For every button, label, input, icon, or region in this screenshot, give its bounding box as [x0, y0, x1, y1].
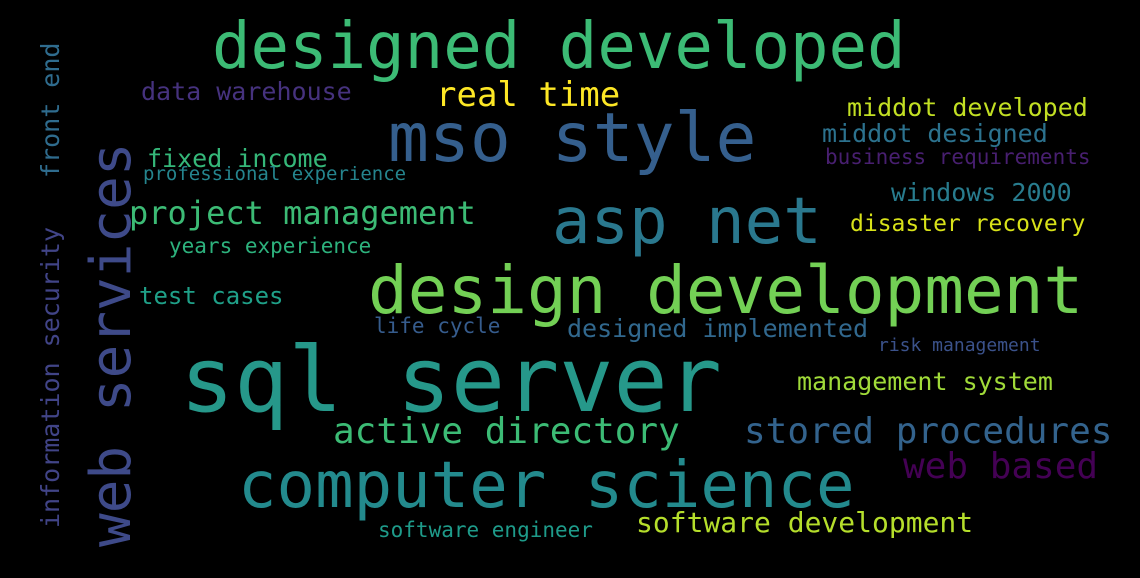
word-project-management: project management	[129, 194, 476, 232]
word-business-requirements: business requirements	[825, 145, 1091, 169]
word-designed-developed: designed developed	[212, 10, 906, 84]
word-stored-procedures: stored procedures	[744, 411, 1113, 452]
word-middot-designed: middot designed	[822, 119, 1048, 148]
word-middot-developed: middot developed	[847, 93, 1088, 122]
word-years-experience: years experience	[169, 234, 372, 258]
word-front-end: front end	[36, 42, 65, 178]
word-professional-experience: professional experience	[143, 163, 407, 185]
word-fixed-income: fixed income	[147, 144, 328, 173]
word-design-development: design development	[368, 252, 1084, 329]
word-active-directory: active directory	[333, 411, 680, 452]
word-computer-science: computer science	[238, 449, 855, 523]
word-asp-net: asp net	[552, 185, 822, 259]
word-designed-implemented: designed implemented	[567, 314, 869, 343]
word-data-warehouse: data warehouse	[141, 77, 352, 106]
word-risk-management: risk management	[878, 335, 1041, 356]
word-software-engineer: software engineer	[378, 518, 593, 542]
word-web-based: web based	[903, 446, 1099, 487]
word-windows-2000: windows 2000	[891, 178, 1072, 207]
word-software-development: software development	[636, 506, 974, 539]
word-information-security: information security	[36, 226, 65, 528]
word-test-cases: test cases	[139, 282, 284, 310]
word-sql-server: sql server	[180, 328, 722, 433]
word-real-time: real time	[436, 75, 621, 115]
word-disaster-recovery: disaster recovery	[850, 211, 1086, 237]
word-mso-style: mso style	[388, 99, 757, 178]
word-management-system: management system	[797, 367, 1053, 396]
word-life-cycle: life cycle	[374, 314, 501, 338]
